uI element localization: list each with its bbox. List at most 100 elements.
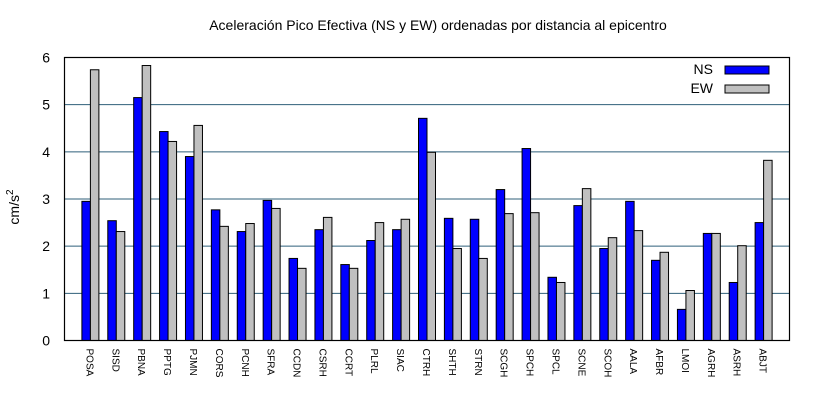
x-tick-label: PLRL [368, 349, 379, 374]
x-tick-label: AALA [627, 349, 638, 375]
y-axis-ticks: 0 1 2 3 4 5 6 [42, 50, 50, 349]
bar-ew-strn [478, 257, 488, 341]
x-tick-label: ABJT [757, 349, 768, 373]
bar-ns-pbna [133, 97, 143, 342]
x-tick-label: CSRH [316, 349, 327, 377]
bar-ew-lmoi [685, 290, 695, 341]
bar-ew-ccdn [297, 267, 307, 341]
bar-ns-asrh [728, 281, 739, 341]
x-tick-label: LMOI [679, 349, 690, 373]
bar-ns-siac [392, 229, 402, 342]
x-tick-label: CCRT [342, 349, 353, 377]
x-tick-label: SHTH [446, 349, 457, 376]
bar-ns-pcnh [236, 231, 247, 341]
bar-ew-scgh [504, 213, 514, 342]
bar-ns-strn [469, 218, 480, 341]
bar-ew-plrl [374, 222, 385, 341]
x-tick-label: SFRA [265, 349, 276, 376]
bar-ns-lmoi [676, 308, 687, 341]
x-tick-label: AFBR [653, 349, 664, 376]
y-tick-label: 4 [42, 144, 50, 160]
bar-ns-ccrt [340, 264, 350, 342]
bar-ew-aala [633, 230, 644, 341]
x-tick-label: CTRH [420, 349, 431, 377]
bar-ew-siac [400, 218, 411, 341]
bar-ew-posa [89, 69, 100, 341]
x-tick-label: CORS [213, 349, 224, 378]
bar-ns-plrl [366, 240, 376, 341]
x-tick-label: ASRH [731, 349, 742, 377]
y-tick-label: 1 [42, 285, 50, 301]
bar-ew-spch [530, 212, 540, 341]
bar-ns-sfra [262, 199, 273, 341]
bar-ew-sfra [271, 207, 281, 341]
x-tick-label: SISD [109, 349, 120, 372]
bar-ew-ccrt [348, 267, 359, 341]
bar-ew-pptg [167, 140, 178, 341]
x-tick-label: AGRH [705, 349, 716, 378]
bar-ns-csrh [314, 229, 324, 342]
x-tick-label: PJMN [187, 349, 198, 376]
x-tick-label: SPCH [524, 349, 535, 377]
bar-ns-pjmn [184, 156, 195, 341]
legend-swatch-ns [724, 65, 770, 75]
bar-ew-spcl [555, 281, 566, 341]
x-axis-ticks: POSA SISD PBNA PPTG PJMN CORS PCNH SFRA CCDN CSRH… [83, 349, 767, 378]
chart-title: Aceleración Pico Efectiva (NS y EW) orde… [209, 17, 667, 33]
bar-ns-pptg [159, 131, 169, 341]
bar-ns-afbr [651, 259, 661, 342]
y-axis-label-unit: cm/s [6, 195, 22, 225]
bar-ew-sisd [115, 231, 126, 341]
bars [81, 65, 773, 342]
x-tick-label: SCNE [575, 349, 586, 377]
legend: NS EW [690, 61, 770, 96]
bar-ew-cors [219, 225, 229, 342]
y-axis-label: cm/s2 [5, 189, 22, 225]
bar-ew-afbr [659, 251, 670, 342]
x-tick-label: SIAC [394, 349, 405, 372]
x-tick-label: SCGH [498, 349, 509, 378]
bar-ew-scoh [607, 237, 618, 341]
x-tick-label: CCDN [291, 349, 302, 378]
bar-ns-ccdn [288, 257, 299, 341]
bar-ew-abjt [763, 159, 773, 341]
bar-ns-scgh [495, 189, 506, 341]
legend-label-ns: NS [694, 61, 713, 77]
bar-ns-abjt [754, 222, 765, 341]
bar-ns-scne [573, 205, 583, 341]
bar-ns-cors [210, 209, 221, 341]
bar-ns-shth [443, 217, 454, 341]
bar-ew-shth [452, 248, 462, 341]
x-tick-label: SPCL [549, 349, 560, 376]
bar-ew-scne [581, 188, 592, 341]
y-tick-label: 0 [42, 333, 50, 349]
bar-ns-ctrh [418, 117, 428, 341]
bar-ew-pbna [141, 65, 152, 341]
y-tick-label: 5 [42, 97, 50, 113]
bar-ew-csrh [322, 216, 333, 342]
legend-swatch-ew [724, 84, 770, 94]
bar-ns-posa [81, 200, 91, 341]
y-tick-label: 3 [42, 191, 50, 207]
bar-ns-scoh [599, 248, 609, 341]
bar-ew-pjmn [193, 124, 203, 341]
plot-frame [63, 56, 791, 342]
bar-ew-asrh [737, 245, 747, 342]
y-tick-label: 6 [42, 50, 50, 66]
x-tick-label: PPTG [161, 349, 172, 376]
bar-ns-spcl [547, 276, 557, 341]
bar-ns-agrh [702, 232, 713, 342]
bar-ns-aala [625, 200, 635, 341]
bar-ns-spch [521, 148, 532, 341]
bar-ew-agrh [711, 232, 721, 342]
bar-ew-ctrh [426, 151, 436, 341]
y-tick-label: 2 [42, 238, 50, 254]
x-tick-label: STRN [472, 349, 483, 376]
x-tick-label: SCOH [601, 349, 612, 378]
legend-label-ew: EW [690, 80, 713, 96]
bar-ew-pcnh [245, 223, 255, 342]
bar-ns-sisd [107, 220, 117, 342]
y-axis-label-superscript: 2 [5, 189, 16, 195]
x-tick-label: PBNA [135, 349, 146, 377]
